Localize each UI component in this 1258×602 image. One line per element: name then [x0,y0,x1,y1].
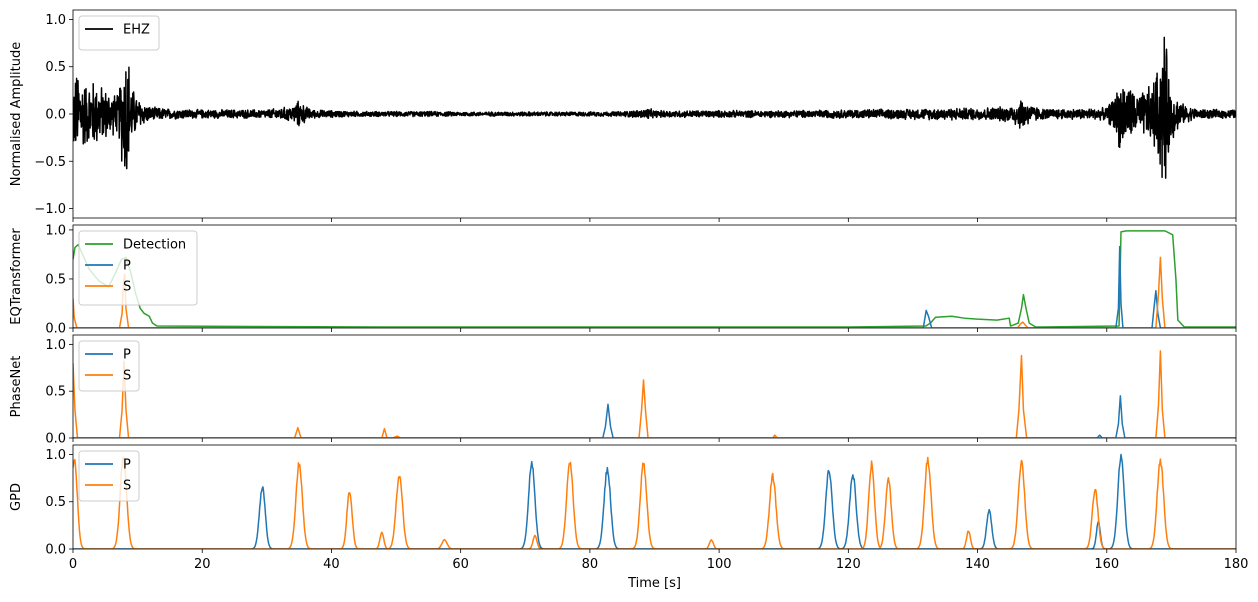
x-axis-label: Time [s] [627,576,681,591]
legend: Detection PS [78,230,198,306]
y-tick-label: 0.0 [45,322,66,337]
y-axis-label: PhaseNet [9,356,24,418]
series-p-line [73,245,1236,328]
x-tick-label: 40 [323,557,340,572]
y-tick-label: 0.5 [45,272,66,287]
x-tick-label: 120 [836,557,861,572]
legend: EHZ [78,15,160,51]
y-tick-label: 1.0 [45,13,66,28]
y-tick-label: 0.0 [45,432,66,447]
x-tick-label: 160 [1094,557,1119,572]
legend-label: S [123,280,131,295]
y-tick-label: 0.0 [45,108,66,123]
panel-gpd: 0.0 0.5 1.0 0 20 40 60 80 100 120 140 160 180 GPD Time… [9,444,1249,591]
y-axis-label: EQTransformer [9,228,24,325]
series-p-line [73,453,1236,549]
series-s-line [73,256,1236,328]
plot-area [73,230,1236,328]
y-tick-label: 1.0 [45,448,66,463]
y-axis-label: Normalised Amplitude [9,42,24,186]
legend: PS [78,340,140,392]
y-tick-label: 0.5 [45,60,66,75]
legend-label: P [123,348,131,363]
legend-label: S [123,479,131,494]
x-tick-label: 140 [965,557,990,572]
x-tick-label: 100 [707,557,732,572]
legend-box [78,15,160,51]
y-tick-label: 0.5 [45,385,66,400]
axes-frame [72,444,1237,550]
series-s-line [73,456,1236,549]
y-axis-label: GPD [9,483,24,511]
legend-label: EHZ [123,23,150,38]
panel-eqtransformer: 0.0 0.5 1.0 EQTransformer Detection PS [9,223,1237,337]
legend-label: P [123,259,131,274]
y-tick-label: 1.0 [45,338,66,353]
panel-waveform: 1.0 0.5 0.0 −0.5 −1.0 Normalised Amplitude EHZ [9,9,1237,222]
legend-label: S [123,369,131,384]
y-tick-label: −0.5 [34,155,66,170]
axes-frame [72,224,1237,329]
legend: PS [78,450,140,502]
y-tick-label: 0.5 [45,495,66,510]
x-tick-label: 180 [1224,557,1249,572]
x-tick-label: 60 [452,557,469,572]
panel-phasenet: 0.0 0.5 1.0 PhaseNet PS [9,334,1237,447]
series-ehz-line [73,36,1236,179]
series-s-line [73,350,1236,438]
x-tick-label: 20 [194,557,211,572]
y-tick-label: −1.0 [34,202,66,217]
legend-label: Detection [123,238,186,253]
axes-frame [72,334,1237,439]
y-tick-label: 1.0 [45,223,66,238]
x-tick-label: 0 [69,557,77,572]
x-tick-label: 80 [582,557,599,572]
series-detection-line [73,230,1236,328]
plot-area [73,453,1236,549]
plot-area [73,36,1236,179]
legend-label: P [123,458,131,473]
y-tick-label: 0.0 [45,543,66,558]
series-p-line [73,395,1236,438]
plot-area [73,350,1236,438]
